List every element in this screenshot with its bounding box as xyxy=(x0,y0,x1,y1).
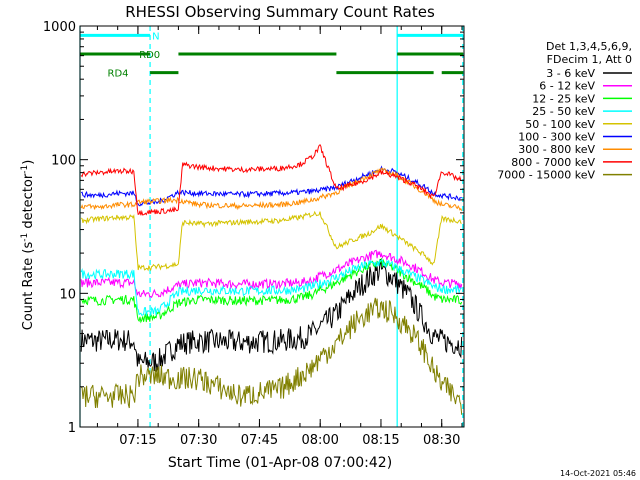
x-axis-label: Start Time (01-Apr-08 07:00:42) xyxy=(168,455,392,471)
legend-label-1: 6 - 12 keV xyxy=(539,80,595,93)
legend-label-8: 7000 - 15000 keV xyxy=(497,169,595,182)
legend-label-0: 3 - 6 keV xyxy=(546,67,595,80)
y-axis-label-sup2: -1 xyxy=(20,165,30,174)
series-line-4 xyxy=(80,210,462,272)
series-line-0 xyxy=(80,259,463,373)
flag-label-RD0: RD0 xyxy=(139,50,160,61)
x-tick-label-3: 08:00 xyxy=(301,433,338,448)
legend-label-5: 100 - 300 keV xyxy=(518,131,595,144)
axes: 07:15 07:30 07:45 08:00 08:15 08:30 1 10 100 1000 xyxy=(43,20,465,448)
x-tick-label-2: 07:45 xyxy=(241,433,278,448)
y-tick-label-1: 10 xyxy=(59,287,76,302)
flag-label-RD4: RD4 xyxy=(108,69,129,80)
legend-header-line-1: Det 1,3,4,5,6,9, xyxy=(546,40,632,53)
chart-title: RHESSI Observing Summary Count Rates xyxy=(125,3,435,21)
series-line-6 xyxy=(80,167,463,211)
x-tick-label-5: 08:30 xyxy=(423,433,460,448)
y-axis-label: Count Rate (s-1 detector-1) xyxy=(20,160,36,331)
series-lines xyxy=(80,144,463,415)
legend-label-2: 12 - 25 keV xyxy=(532,92,595,105)
x-tick-label-1: 07:30 xyxy=(180,433,217,448)
y-tick-label-3: 1000 xyxy=(43,20,76,35)
y-tick-label-2: 100 xyxy=(51,154,76,169)
y-axis-label-mid: detector xyxy=(21,173,36,233)
legend-label-4: 50 - 100 keV xyxy=(525,118,595,131)
legend-label-3: 25 - 50 keV xyxy=(532,105,595,118)
y-axis-label-sup1: -1 xyxy=(20,233,30,242)
legend-header-line-2: FDecim 1, Att 0 xyxy=(547,53,632,66)
series-line-8 xyxy=(80,297,463,415)
series-line-3 xyxy=(80,259,462,316)
legend-label-6: 300 - 800 keV xyxy=(518,143,595,156)
y-axis-label-main: Count Rate (s xyxy=(21,242,36,331)
axes-frame xyxy=(79,25,465,428)
y-tick-label-0: 1 xyxy=(68,421,76,436)
timestamp: 14-Oct-2021 05:46 xyxy=(560,469,636,478)
series-line-7 xyxy=(80,144,462,216)
flag-label-N: N xyxy=(152,31,159,42)
plot-area xyxy=(79,26,464,427)
x-tick-label-0: 07:15 xyxy=(119,433,156,448)
series-line-1 xyxy=(80,249,463,299)
x-tick-label-4: 08:15 xyxy=(362,433,399,448)
legend-label-7: 800 - 7000 keV xyxy=(511,156,595,169)
y-axis-label-end: ) xyxy=(21,160,36,165)
flag-bars: N RD0 RD4 xyxy=(80,31,464,80)
